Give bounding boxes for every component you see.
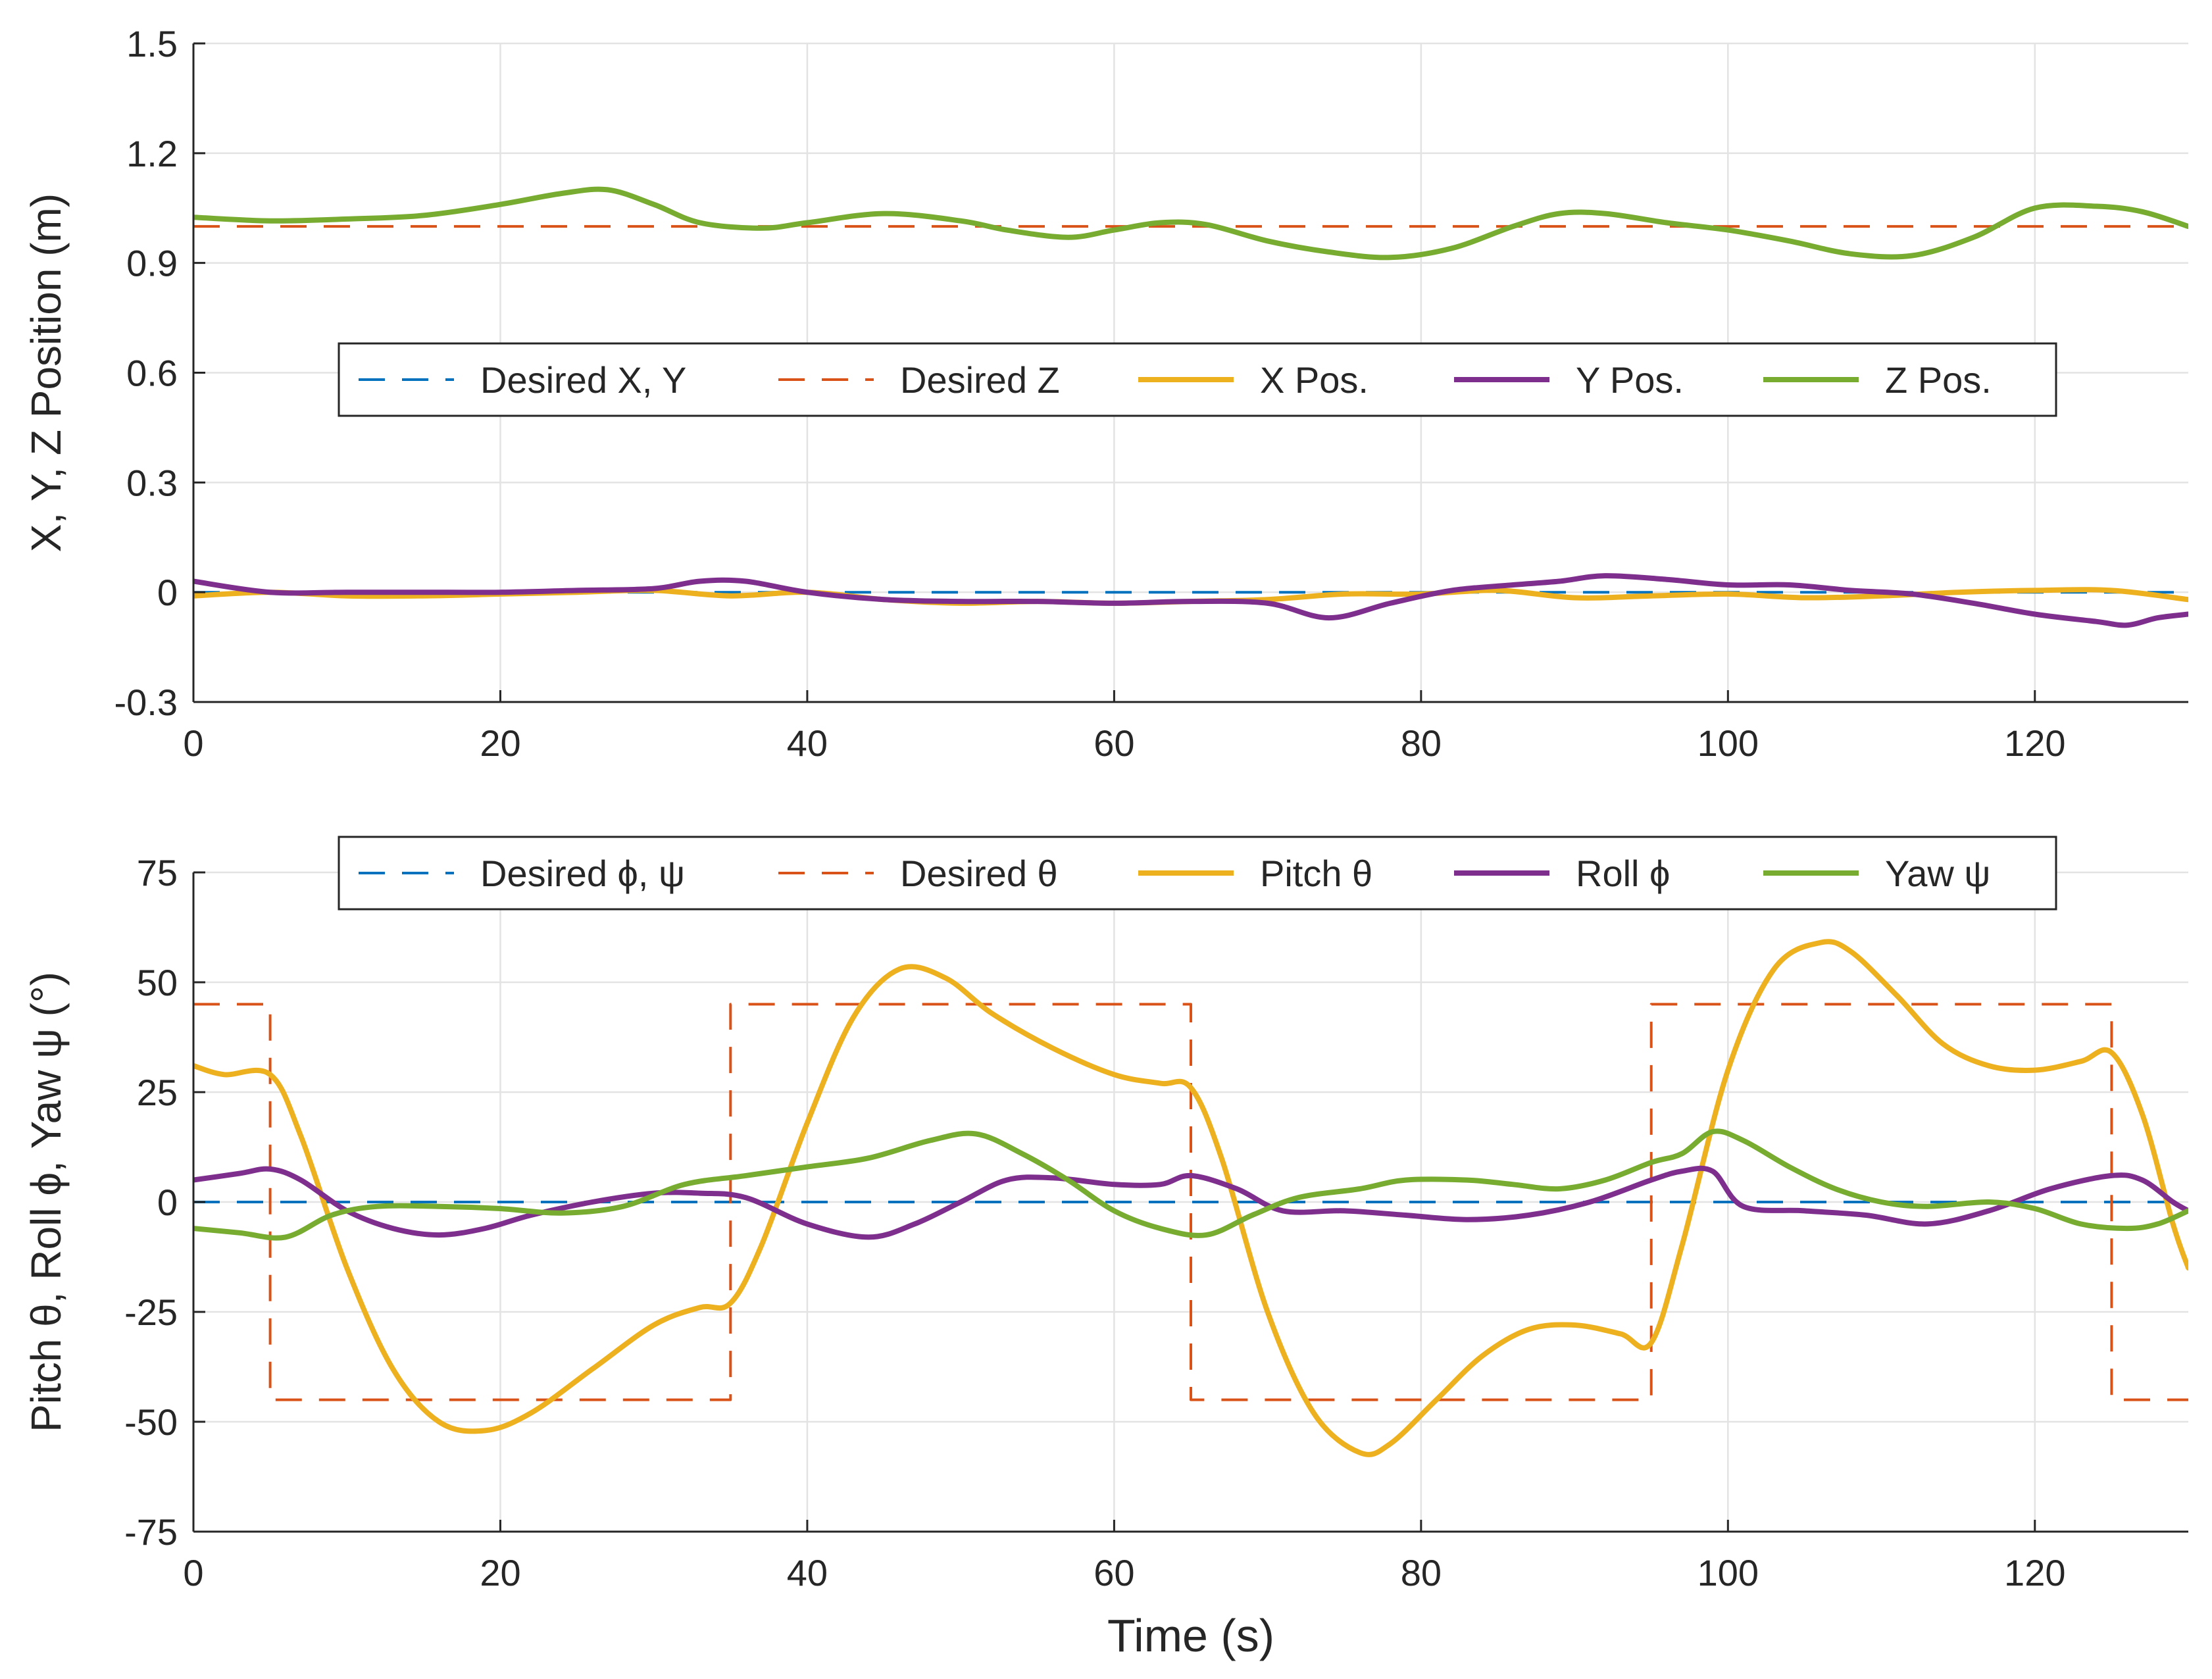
series-line-z-pos xyxy=(193,186,2188,261)
x-tick-label: 20 xyxy=(480,1552,520,1593)
x-tick-label: 0 xyxy=(183,722,203,764)
x-tick-label: 120 xyxy=(2004,722,2065,764)
legend-label: Z Pos. xyxy=(1885,359,1992,401)
x-tick-label: 20 xyxy=(480,722,520,764)
y-tick-label: 0 xyxy=(157,1182,178,1223)
y-tick-label: 25 xyxy=(137,1072,178,1113)
x-tick-label: 40 xyxy=(787,1552,828,1593)
y-tick-label: 0.6 xyxy=(126,353,178,394)
x-axis-label: Time (s) xyxy=(1107,1610,1274,1661)
x-tick-label: 80 xyxy=(1401,1552,1442,1593)
legend: Desired ϕ, ψ Desired θ Pitch θ Roll ϕ Yaw ψ xyxy=(338,836,2057,911)
legend: Desired X, Y Desired Z X Pos. Y Pos. Z Pos. xyxy=(338,342,2057,417)
y-tick-label: 1.5 xyxy=(126,23,178,64)
y-tick-label: 75 xyxy=(137,852,178,893)
plot-area xyxy=(193,939,2188,1457)
legend-label: Desired X, Y xyxy=(480,359,686,401)
legend-label: Pitch θ xyxy=(1260,853,1372,894)
y-tick-label: -0.3 xyxy=(114,682,178,723)
x-tick-label: 100 xyxy=(1697,722,1759,764)
y-axis-label: X, Y, Z Position (m) xyxy=(22,193,70,552)
y-tick-label: -75 xyxy=(124,1511,178,1553)
y-tick-label: 0 xyxy=(157,572,178,613)
y-tick-label: 0.3 xyxy=(126,462,178,503)
x-tick-label: 60 xyxy=(1093,722,1134,764)
y-tick-label: 50 xyxy=(137,962,178,1003)
x-tick-label: 60 xyxy=(1093,1552,1134,1593)
legend-label: Yaw ψ xyxy=(1885,853,1990,894)
series-line-desired xyxy=(193,1003,2188,1401)
y-tick-label: -50 xyxy=(124,1401,178,1443)
y-tick-label: 1.2 xyxy=(126,133,178,174)
series-line-roll xyxy=(193,1165,2188,1240)
series-line-yaw xyxy=(193,1128,2188,1241)
y-tick-label: 0.9 xyxy=(126,243,178,284)
y-axis-label: Pitch θ, Roll ϕ, Yaw ψ (°) xyxy=(22,972,70,1432)
legend-label: Desired θ xyxy=(900,853,1058,894)
legend-label: Desired ϕ, ψ xyxy=(480,853,685,894)
series-line-y-pos xyxy=(193,573,2188,628)
legend-label: Y Pos. xyxy=(1576,359,1684,401)
chart-attitude: 0 20 40 60 80 100 120 -75 -50 -25 0 25 50 75 Pitch θ, … xyxy=(22,836,2188,1661)
y-tick-label: -25 xyxy=(124,1291,178,1333)
x-tick-label: 0 xyxy=(183,1552,203,1593)
legend-label: Roll ϕ xyxy=(1576,853,1670,894)
x-tick-label: 120 xyxy=(2004,1552,2065,1593)
x-tick-label: 40 xyxy=(787,722,828,764)
x-tick-label: 100 xyxy=(1697,1552,1759,1593)
legend-label: Desired Z xyxy=(900,359,1060,401)
legend-label: X Pos. xyxy=(1260,359,1369,401)
chart-position: 0 20 40 60 80 100 120-0.300.30.60.91.21.5X, Y,… xyxy=(22,23,2188,764)
x-tick-label: 80 xyxy=(1401,722,1442,764)
plot-area xyxy=(193,186,2188,628)
